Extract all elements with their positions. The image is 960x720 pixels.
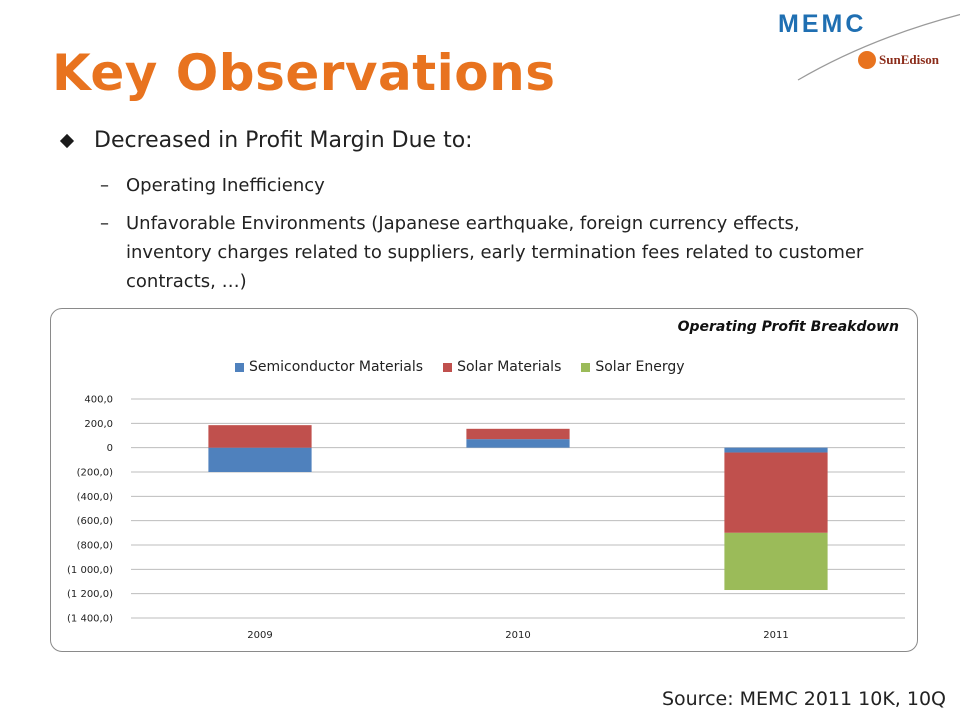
sub-bullet-1-text: Operating Inefficiency bbox=[126, 175, 325, 196]
bar-solar-materials-2009 bbox=[208, 425, 312, 448]
main-bullet: Decreased in Profit Margin Due to: bbox=[59, 128, 473, 153]
diamond-bullet-icon bbox=[59, 133, 75, 148]
x-tick-label: 2009 bbox=[247, 630, 272, 641]
legend-item-semiconductor: Semiconductor Materials bbox=[235, 359, 423, 375]
memc-logo: MEMC bbox=[778, 10, 867, 38]
y-tick-label: (600,0) bbox=[77, 516, 114, 527]
sub-bullet-1: – Operating Inefficiency bbox=[100, 175, 325, 196]
y-tick-label: 200,0 bbox=[84, 419, 113, 430]
bar-semiconductor-materials-2009 bbox=[208, 447, 312, 472]
sub-bullet-2: – Unfavorable Environments (Japanese ear… bbox=[100, 209, 886, 296]
sun-icon bbox=[858, 51, 876, 69]
legend-swatch bbox=[235, 362, 244, 372]
dash-icon: – bbox=[100, 175, 109, 196]
bar-semiconductor-materials-2011 bbox=[724, 447, 828, 453]
sunedison-logo-text: SunEdison bbox=[879, 52, 939, 67]
dash-icon: – bbox=[100, 213, 109, 234]
source-note: Source: MEMC 2011 10K, 10Q bbox=[661, 688, 946, 710]
bar-solar-energy-2011 bbox=[724, 532, 828, 591]
legend-swatch bbox=[581, 362, 591, 372]
legend-item-solar-materials: Solar Materials bbox=[443, 359, 561, 375]
y-tick-label: (1 400,0) bbox=[67, 614, 113, 625]
legend-label: Solar Energy bbox=[595, 359, 685, 375]
y-tick-label: (800,0) bbox=[77, 541, 114, 552]
bar-chart-plot: 400,0 200,0 0 (200,0) (400,0) (600,0) (800,0) (… bbox=[67, 395, 905, 641]
chart-title: Operating Profit Breakdown bbox=[677, 319, 899, 335]
y-tick-label: 0 bbox=[107, 443, 113, 454]
legend-item-solar-energy: Solar Energy bbox=[581, 359, 685, 375]
bar-solar-materials-2010 bbox=[466, 428, 570, 440]
legend-label: Solar Materials bbox=[457, 359, 562, 375]
slide-title: Key Observations bbox=[52, 44, 556, 102]
y-tick-label: (1 200,0) bbox=[67, 589, 113, 600]
chart-container: Operating Profit Breakdown Semiconductor… bbox=[50, 308, 918, 652]
sunedison-logo: SunEdison bbox=[858, 51, 939, 69]
y-tick-label: (1 000,0) bbox=[67, 565, 113, 576]
bar-solar-materials-2011 bbox=[724, 452, 828, 533]
x-tick-label: 2011 bbox=[763, 630, 788, 641]
y-tick-label: (400,0) bbox=[77, 492, 114, 503]
logo-swoosh bbox=[797, 13, 960, 81]
bar-semiconductor-materials-2010 bbox=[466, 439, 570, 448]
legend-swatch bbox=[443, 362, 453, 372]
y-tick-label: 400,0 bbox=[84, 395, 113, 406]
x-tick-label: 2010 bbox=[505, 630, 530, 641]
chart-legend: Semiconductor Materials Solar Materials … bbox=[235, 359, 685, 375]
legend-label: Semiconductor Materials bbox=[249, 359, 424, 375]
main-bullet-text: Decreased in Profit Margin Due to: bbox=[94, 128, 473, 153]
sub-bullet-2-text: Unfavorable Environments (Japanese earth… bbox=[126, 213, 864, 292]
y-tick-label: (200,0) bbox=[77, 468, 114, 479]
